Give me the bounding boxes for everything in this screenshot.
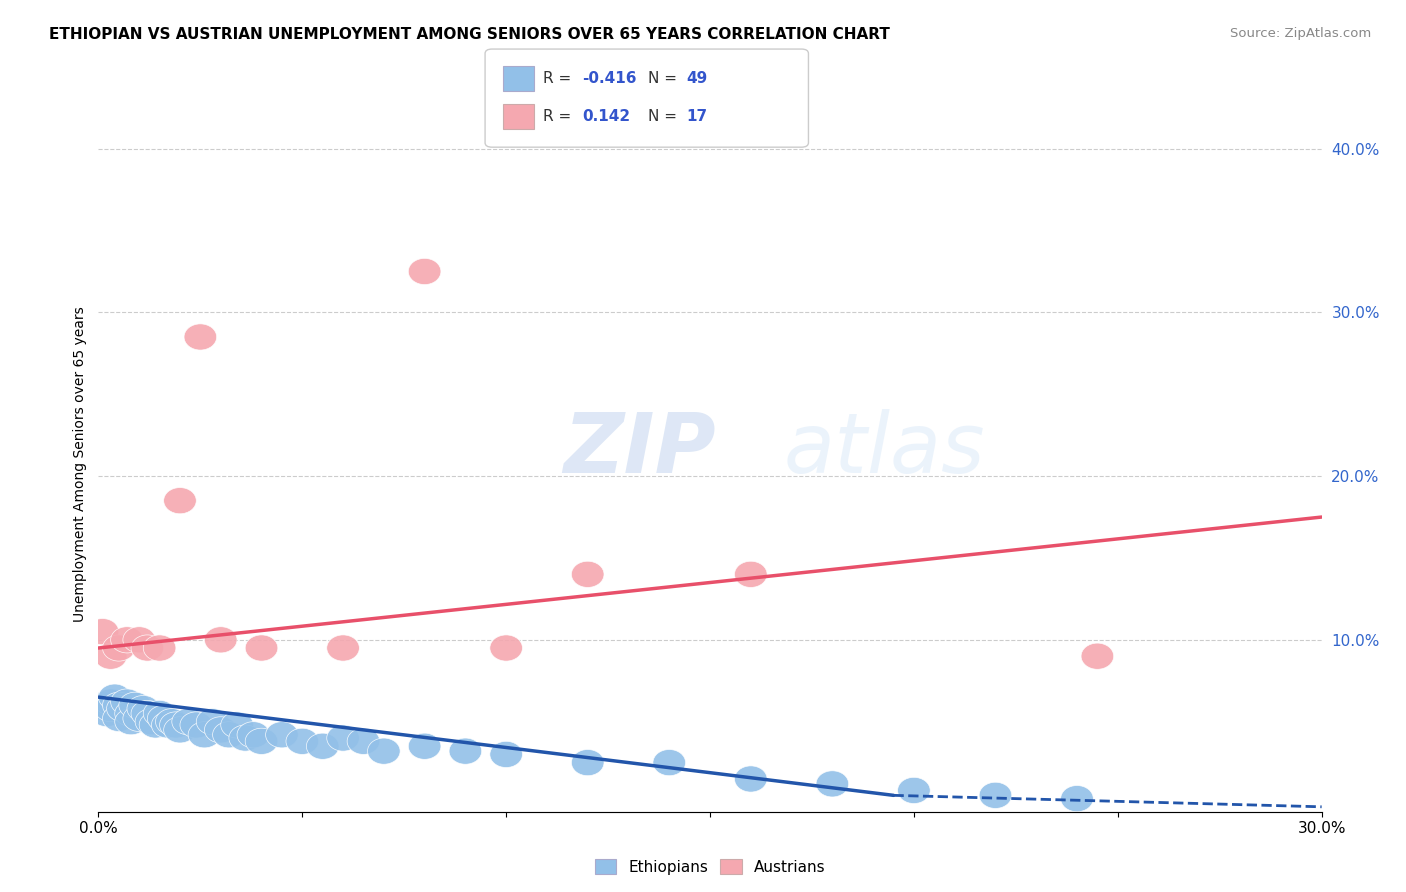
Ellipse shape — [135, 708, 167, 735]
Ellipse shape — [285, 728, 319, 755]
Text: R =: R = — [543, 71, 576, 86]
Ellipse shape — [103, 692, 135, 718]
Ellipse shape — [172, 708, 204, 735]
Ellipse shape — [326, 725, 360, 751]
Ellipse shape — [266, 722, 298, 747]
Ellipse shape — [734, 766, 768, 792]
Ellipse shape — [111, 627, 143, 653]
Ellipse shape — [122, 706, 156, 731]
Ellipse shape — [163, 717, 197, 743]
Ellipse shape — [408, 259, 441, 285]
Ellipse shape — [326, 635, 360, 661]
Text: Source: ZipAtlas.com: Source: ZipAtlas.com — [1230, 27, 1371, 40]
Ellipse shape — [815, 771, 849, 797]
Text: N =: N = — [648, 71, 682, 86]
Ellipse shape — [245, 728, 278, 755]
Ellipse shape — [1081, 643, 1114, 669]
Text: 49: 49 — [686, 71, 707, 86]
Ellipse shape — [90, 700, 122, 727]
Ellipse shape — [408, 733, 441, 759]
Text: 0.142: 0.142 — [582, 110, 630, 124]
Ellipse shape — [734, 561, 768, 588]
Ellipse shape — [107, 696, 139, 722]
Ellipse shape — [120, 692, 152, 718]
Ellipse shape — [94, 689, 127, 715]
Ellipse shape — [652, 749, 686, 776]
Text: ETHIOPIAN VS AUSTRIAN UNEMPLOYMENT AMONG SENIORS OVER 65 YEARS CORRELATION CHART: ETHIOPIAN VS AUSTRIAN UNEMPLOYMENT AMONG… — [49, 27, 890, 42]
Ellipse shape — [131, 635, 163, 661]
Ellipse shape — [347, 728, 380, 755]
Ellipse shape — [86, 692, 120, 718]
Text: atlas: atlas — [783, 409, 986, 491]
Ellipse shape — [115, 700, 148, 727]
Ellipse shape — [184, 324, 217, 350]
Ellipse shape — [489, 741, 523, 767]
Ellipse shape — [197, 708, 229, 735]
Ellipse shape — [238, 722, 270, 747]
Text: R =: R = — [543, 110, 581, 124]
Ellipse shape — [221, 712, 253, 738]
Ellipse shape — [127, 696, 160, 722]
Ellipse shape — [449, 738, 482, 764]
Ellipse shape — [204, 717, 238, 743]
Ellipse shape — [979, 782, 1012, 808]
Ellipse shape — [86, 618, 120, 645]
Legend: Ethiopians, Austrians: Ethiopians, Austrians — [589, 853, 831, 880]
Ellipse shape — [156, 708, 188, 735]
Ellipse shape — [115, 708, 148, 735]
Ellipse shape — [307, 733, 339, 759]
Ellipse shape — [103, 635, 135, 661]
Y-axis label: Unemployment Among Seniors over 65 years: Unemployment Among Seniors over 65 years — [73, 306, 87, 622]
Ellipse shape — [94, 696, 127, 722]
Ellipse shape — [139, 712, 172, 738]
Text: -0.416: -0.416 — [582, 71, 637, 86]
Ellipse shape — [367, 738, 401, 764]
Ellipse shape — [897, 777, 931, 804]
Ellipse shape — [180, 712, 212, 738]
Ellipse shape — [111, 689, 143, 715]
Ellipse shape — [143, 635, 176, 661]
Text: 17: 17 — [686, 110, 707, 124]
Text: N =: N = — [648, 110, 682, 124]
Ellipse shape — [1060, 786, 1094, 812]
Ellipse shape — [245, 635, 278, 661]
Ellipse shape — [204, 627, 238, 653]
Ellipse shape — [188, 722, 221, 747]
Ellipse shape — [163, 488, 197, 514]
Ellipse shape — [94, 643, 127, 669]
Ellipse shape — [160, 712, 193, 738]
Ellipse shape — [571, 749, 605, 776]
Ellipse shape — [212, 722, 245, 747]
Ellipse shape — [148, 706, 180, 731]
Ellipse shape — [103, 706, 135, 731]
Ellipse shape — [131, 700, 163, 727]
Ellipse shape — [122, 627, 156, 653]
Ellipse shape — [571, 561, 605, 588]
Ellipse shape — [98, 684, 131, 710]
Text: ZIP: ZIP — [564, 409, 716, 491]
Ellipse shape — [489, 635, 523, 661]
Ellipse shape — [152, 712, 184, 738]
Ellipse shape — [229, 725, 262, 751]
Ellipse shape — [143, 700, 176, 727]
